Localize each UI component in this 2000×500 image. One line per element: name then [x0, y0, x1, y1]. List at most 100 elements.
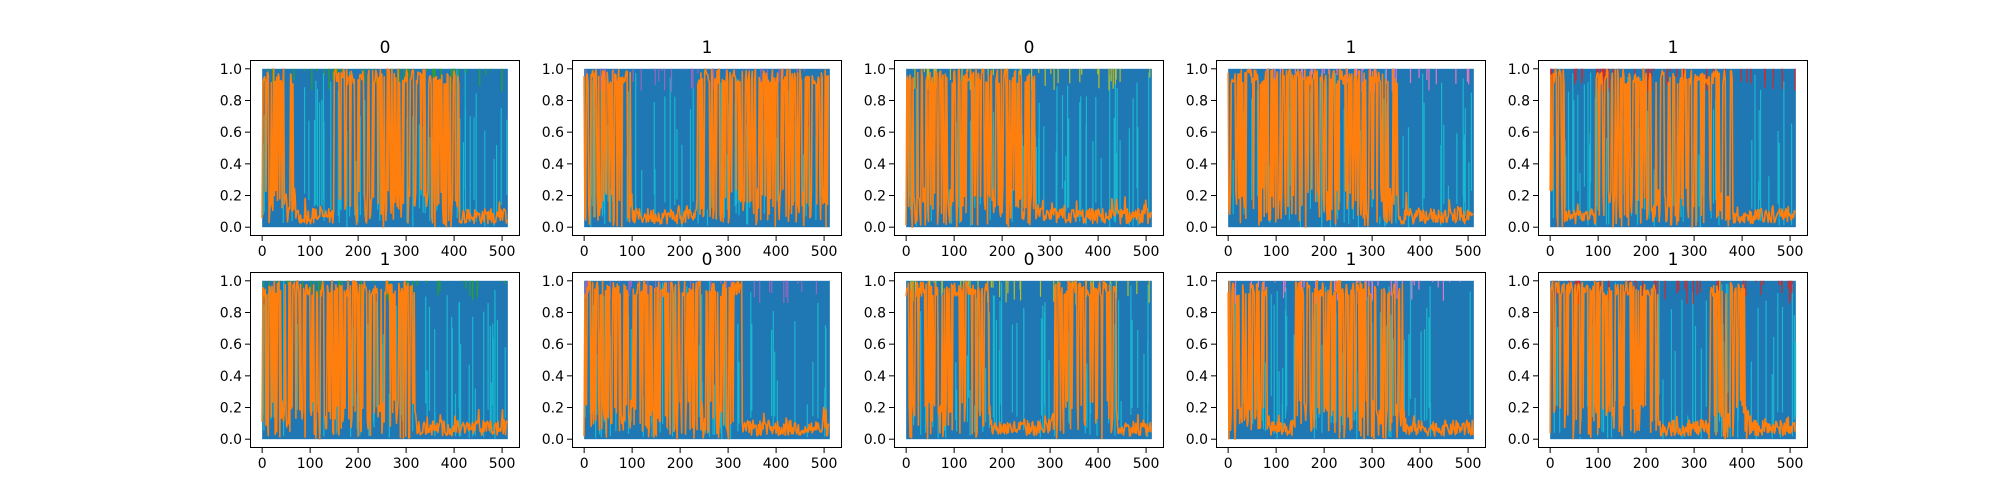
axes-frame — [250, 272, 520, 448]
y-tick-label: 1.0 — [1508, 274, 1530, 290]
y-tick-label: 0.6 — [864, 125, 886, 141]
series-orange — [1549, 280, 1796, 440]
y-tick-label: 0.4 — [864, 369, 886, 385]
x-tick-label: 100 — [1585, 244, 1612, 260]
axes-frame — [250, 60, 520, 236]
y-tick-label: 1.0 — [220, 274, 242, 290]
x-tick-label: 300 — [393, 456, 420, 472]
y-tick-label: 0.6 — [1508, 337, 1530, 353]
y-tick-label: 0.4 — [1186, 157, 1208, 173]
y-tick-label: 0.2 — [220, 189, 242, 205]
y-tick-label: 0.0 — [864, 432, 886, 448]
x-tick-label: 100 — [1263, 244, 1290, 260]
y-tick-label: 0.4 — [220, 369, 242, 385]
axes-frame — [1538, 272, 1808, 448]
x-tick-label: 300 — [1681, 456, 1708, 472]
y-tick-label: 0.0 — [542, 432, 564, 448]
subplot-3: 1 0 100 200 300 400 500 0.0 0.2 0.4 0.6 0.8 1.0 — [1186, 38, 1486, 260]
x-tick-label: 400 — [1407, 244, 1434, 260]
axes-frame — [1216, 60, 1486, 236]
y-tick-label: 0.2 — [1508, 189, 1530, 205]
x-tick-label: 400 — [1085, 456, 1112, 472]
x-tick-label: 500 — [489, 244, 516, 260]
subplot-5: 1 0 100 200 300 400 500 0.0 0.2 0.4 0.6 0.8 1.0 — [220, 250, 520, 472]
subplot-title: 0 — [702, 250, 713, 270]
plot-area — [261, 68, 508, 228]
x-tick-label: 400 — [441, 456, 468, 472]
y-tick-label: 0.0 — [542, 220, 564, 236]
subplot-0: 0 0 100 200 300 400 500 0.0 0.2 0.4 0.6 0.8 1.0 — [220, 38, 520, 260]
y-tick-label: 1.0 — [864, 274, 886, 290]
y-tick-label: 0.0 — [1508, 220, 1530, 236]
x-tick-label: 100 — [1585, 456, 1612, 472]
subplot-7: 0 0 100 200 300 400 500 0.0 0.2 0.4 0.6 0.8 1.0 — [864, 250, 1164, 472]
subplot-title: 0 — [1024, 250, 1035, 270]
subplot-title: 1 — [1346, 250, 1357, 270]
plot-area — [1227, 68, 1474, 228]
y-tick-label: 0.8 — [542, 93, 564, 109]
x-tick-label: 400 — [763, 244, 790, 260]
y-tick-label: 0.4 — [1186, 369, 1208, 385]
x-tick-label: 500 — [1133, 244, 1160, 260]
x-tick-label: 400 — [1085, 244, 1112, 260]
y-tick-label: 0.6 — [1508, 125, 1530, 141]
subplot-4: 1 0 100 200 300 400 500 0.0 0.2 0.4 0.6 0.8 1.0 — [1508, 38, 1808, 260]
y-tick-label: 0.4 — [542, 157, 564, 173]
x-tick-label: 500 — [1455, 244, 1482, 260]
series-orange — [583, 280, 830, 440]
y-tick-label: 0.8 — [1186, 93, 1208, 109]
subplot-9: 1 0 100 200 300 400 500 0.0 0.2 0.4 0.6 0.8 1.0 — [1508, 250, 1808, 472]
y-tick-label: 0.4 — [1508, 157, 1530, 173]
y-tick-label: 0.2 — [220, 401, 242, 417]
axes-frame — [894, 60, 1164, 236]
y-tick-label: 0.8 — [1186, 305, 1208, 321]
y-tick-label: 1.0 — [1508, 62, 1530, 78]
x-tick-label: 100 — [941, 244, 968, 260]
x-tick-label: 0 — [1546, 244, 1555, 260]
y-tick-label: 1.0 — [1186, 274, 1208, 290]
y-tick-label: 1.0 — [864, 62, 886, 78]
x-tick-label: 300 — [715, 456, 742, 472]
y-tick-label: 0.8 — [1508, 93, 1530, 109]
plot-area — [905, 68, 1152, 228]
x-tick-label: 300 — [1359, 456, 1386, 472]
axes-frame — [572, 60, 842, 236]
x-tick-label: 0 — [258, 244, 267, 260]
y-tick-label: 0.6 — [1186, 337, 1208, 353]
y-tick-label: 0.0 — [1186, 220, 1208, 236]
y-tick-label: 0.2 — [1186, 401, 1208, 417]
y-tick-label: 0.2 — [542, 189, 564, 205]
x-tick-label: 200 — [1633, 456, 1660, 472]
subplot-8: 1 0 100 200 300 400 500 0.0 0.2 0.4 0.6 0.8 1.0 — [1186, 250, 1486, 472]
subplot-title: 1 — [380, 250, 391, 270]
x-tick-label: 200 — [989, 456, 1016, 472]
y-tick-label: 0.0 — [1508, 432, 1530, 448]
x-tick-label: 0 — [580, 244, 589, 260]
y-tick-label: 0.2 — [1508, 401, 1530, 417]
x-tick-label: 0 — [1224, 244, 1233, 260]
y-tick-label: 0.4 — [1508, 369, 1530, 385]
x-tick-label: 500 — [1777, 244, 1804, 260]
subplot-2: 0 0 100 200 300 400 500 0.0 0.2 0.4 0.6 0.8 1.0 — [864, 38, 1164, 260]
x-tick-label: 200 — [1311, 456, 1338, 472]
y-tick-label: 0.2 — [864, 189, 886, 205]
plot-area — [1549, 68, 1796, 228]
series-orange — [1549, 68, 1796, 228]
y-tick-label: 0.8 — [864, 93, 886, 109]
y-tick-label: 1.0 — [542, 274, 564, 290]
x-tick-label: 200 — [989, 244, 1016, 260]
y-tick-label: 0.8 — [864, 305, 886, 321]
x-tick-label: 100 — [619, 456, 646, 472]
x-tick-label: 500 — [1133, 456, 1160, 472]
y-tick-label: 0.8 — [1508, 305, 1530, 321]
y-tick-label: 0.2 — [1186, 189, 1208, 205]
x-tick-label: 500 — [489, 456, 516, 472]
y-tick-label: 0.2 — [864, 401, 886, 417]
x-tick-label: 0 — [1224, 456, 1233, 472]
x-tick-label: 300 — [715, 244, 742, 260]
x-tick-label: 300 — [1359, 244, 1386, 260]
x-tick-label: 0 — [580, 456, 589, 472]
subplot-title: 1 — [702, 38, 713, 58]
series-orange — [583, 68, 830, 228]
